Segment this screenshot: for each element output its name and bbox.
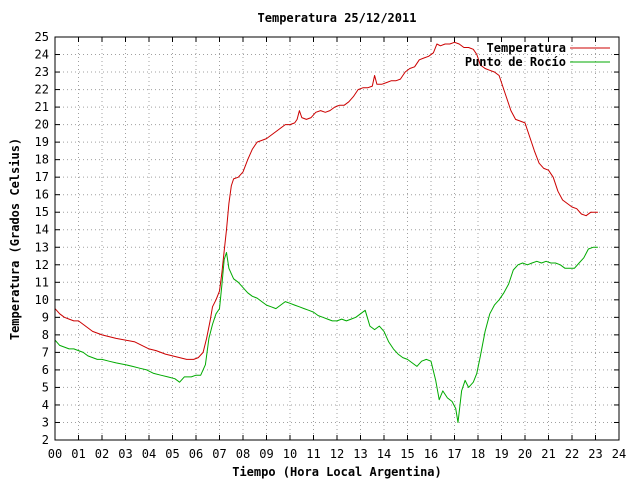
y-tick-label: 24 bbox=[35, 48, 49, 62]
y-tick-label: 16 bbox=[35, 188, 49, 202]
x-tick-label: 19 bbox=[494, 447, 508, 461]
x-tick-label: 14 bbox=[377, 447, 391, 461]
x-tick-label: 21 bbox=[541, 447, 555, 461]
y-tick-label: 5 bbox=[42, 380, 49, 394]
x-tick-label: 23 bbox=[588, 447, 602, 461]
x-tick-label: 03 bbox=[118, 447, 132, 461]
x-tick-label: 08 bbox=[236, 447, 250, 461]
y-tick-label: 3 bbox=[42, 415, 49, 429]
y-tick-label: 18 bbox=[35, 153, 49, 167]
x-tick-label: 13 bbox=[353, 447, 367, 461]
x-tick-label: 17 bbox=[447, 447, 461, 461]
y-tick-label: 17 bbox=[35, 170, 49, 184]
legend-label-temperatura: Temperatura bbox=[487, 41, 566, 55]
x-tick-label: 20 bbox=[518, 447, 532, 461]
x-tick-label: 15 bbox=[400, 447, 414, 461]
x-tick-label: 12 bbox=[330, 447, 344, 461]
x-tick-label: 22 bbox=[565, 447, 579, 461]
x-tick-label: 05 bbox=[165, 447, 179, 461]
y-tick-label: 9 bbox=[42, 310, 49, 324]
x-tick-label: 00 bbox=[48, 447, 62, 461]
x-tick-label: 18 bbox=[471, 447, 485, 461]
y-tick-label: 13 bbox=[35, 240, 49, 254]
y-tick-label: 10 bbox=[35, 293, 49, 307]
series-line-punto-de-rocio bbox=[54, 246, 598, 423]
legend: Temperatura Punto de Rocío bbox=[465, 41, 610, 69]
chart-title: Temperatura 25/12/2011 bbox=[258, 11, 417, 25]
axis-ticks: 00 01 02 03 04 05 06 07 08 09 10 11 12 13 14 15 16 17 18 19… bbox=[35, 30, 627, 461]
y-tick-label: 20 bbox=[35, 118, 49, 132]
y-tick-label: 14 bbox=[35, 223, 49, 237]
y-tick-label: 21 bbox=[35, 100, 49, 114]
y-tick-label: 23 bbox=[35, 65, 49, 79]
x-tick-label: 11 bbox=[306, 447, 320, 461]
y-tick-label: 2 bbox=[42, 433, 49, 447]
y-tick-label: 6 bbox=[42, 363, 49, 377]
series-line-temperatura bbox=[54, 41, 598, 360]
series-lines bbox=[54, 41, 598, 423]
x-tick-label: 06 bbox=[189, 447, 203, 461]
x-tick-label: 02 bbox=[95, 447, 109, 461]
x-tick-label: 01 bbox=[71, 447, 85, 461]
y-tick-label: 8 bbox=[42, 328, 49, 342]
x-tick-label: 04 bbox=[142, 447, 156, 461]
legend-label-punto-de-rocio: Punto de Rocío bbox=[465, 55, 566, 69]
y-tick-label: 12 bbox=[35, 258, 49, 272]
y-tick-label: 4 bbox=[42, 398, 49, 412]
x-axis-label: Tiempo (Hora Local Argentina) bbox=[232, 465, 442, 479]
y-tick-label: 22 bbox=[35, 83, 49, 97]
x-tick-label: 07 bbox=[212, 447, 226, 461]
y-tick-label: 15 bbox=[35, 205, 49, 219]
y-tick-label: 7 bbox=[42, 345, 49, 359]
x-tick-label: 10 bbox=[283, 447, 297, 461]
y-tick-label: 25 bbox=[35, 30, 49, 44]
y-axis-label: Temperatura (Grados Celsius) bbox=[8, 138, 22, 340]
x-tick-label: 16 bbox=[424, 447, 438, 461]
y-tick-label: 19 bbox=[35, 135, 49, 149]
x-tick-label: 24 bbox=[612, 447, 626, 461]
x-tick-label: 09 bbox=[259, 447, 273, 461]
y-tick-label: 11 bbox=[35, 275, 49, 289]
